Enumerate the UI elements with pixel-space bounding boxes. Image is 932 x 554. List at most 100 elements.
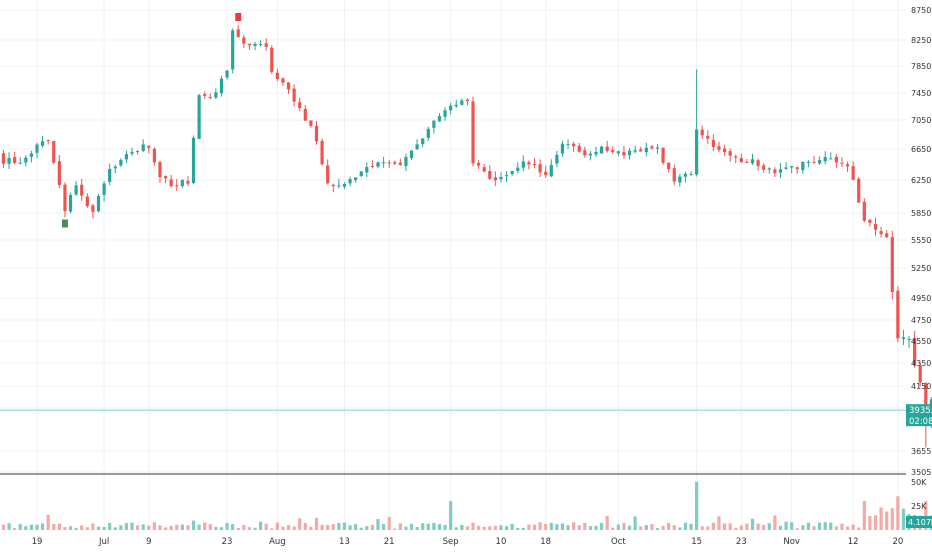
candle-body: [924, 383, 928, 425]
time-tick-label: 19: [32, 537, 43, 547]
candle-body: [750, 159, 755, 164]
volume-bar: [52, 524, 56, 530]
price-tick-label: 5550.0: [911, 236, 932, 245]
time-tick-label: Jul: [98, 537, 109, 547]
time-axis[interactable]: 19Jul923Aug1321Sep1018Oct1523Nov1220Dec: [32, 537, 932, 547]
volume-bar: [46, 514, 50, 530]
volume-bar: [286, 525, 291, 530]
volume-bar: [191, 520, 196, 530]
candle-body: [337, 185, 341, 187]
last-price-countdown: 02:08:02: [909, 417, 932, 427]
candle-body: [113, 166, 117, 169]
candle-body: [147, 145, 151, 148]
volume-bar: [885, 511, 889, 530]
price-tick-label: 5250.0: [911, 264, 932, 273]
candle-body: [359, 171, 363, 177]
candle-body: [124, 154, 129, 160]
volume-bar: [443, 524, 447, 530]
volume-bar: [309, 526, 313, 530]
candle-body: [91, 205, 95, 212]
candle-body: [622, 151, 626, 156]
candle-body: [354, 177, 358, 181]
swing-high-marker: [235, 13, 242, 21]
volume-bar: [275, 522, 279, 530]
volume-bar: [337, 523, 341, 530]
candle-body: [152, 148, 156, 163]
candle-body: [270, 47, 274, 72]
candle-body: [309, 120, 313, 126]
volume-bar: [130, 522, 134, 530]
candle-body: [599, 146, 604, 154]
volume-bar: [108, 522, 112, 530]
candle-body: [236, 29, 240, 38]
price-axis[interactable]: 8750.0 8250.0 7850.0 7450.0 7050.0 6650.0 6250…: [911, 6, 932, 477]
last-price-indicator: 3935.2 02:08:02: [0, 404, 932, 427]
candle-body: [225, 70, 229, 78]
candle-body: [259, 44, 263, 46]
volume-bar: [208, 524, 212, 530]
candle-body: [639, 149, 643, 152]
volume-bar: [68, 526, 73, 530]
candle-body: [790, 165, 794, 168]
candle-body: [1, 153, 6, 164]
last-volume-label-box: [906, 516, 932, 528]
volume-bar: [7, 523, 11, 530]
candle-body: [186, 180, 190, 184]
volume-bar: [13, 527, 17, 530]
volume-bar: [74, 527, 78, 530]
candle-body: [829, 158, 833, 160]
candle-body: [286, 82, 291, 90]
candle-body: [40, 141, 45, 146]
volume-axis[interactable]: 50K 25K: [911, 478, 927, 511]
volume-bar: [348, 525, 352, 530]
candle-body: [298, 102, 302, 109]
candle-body: [203, 94, 207, 96]
candle-body: [264, 43, 268, 47]
candle-body: [890, 237, 894, 293]
volume-bar: [1, 524, 6, 530]
volume-bar: [700, 526, 704, 530]
candle-body: [275, 72, 279, 80]
volume-bar: [91, 523, 95, 530]
volume-bar: [555, 524, 559, 530]
candle-body: [739, 158, 743, 163]
candle-body: [778, 169, 783, 173]
candle-body: [219, 78, 224, 94]
candle-body: [504, 175, 509, 177]
candle-body: [532, 164, 537, 166]
candle-body: [231, 30, 235, 70]
volume-bar: [611, 527, 615, 530]
volume-bar: [488, 526, 492, 530]
volume-bar: [225, 522, 229, 530]
last-volume-label: 4.107K: [908, 518, 932, 527]
candle-body: [437, 115, 442, 122]
candle-body: [683, 173, 688, 177]
volume-bar: [141, 524, 145, 530]
candle-body: [24, 157, 28, 163]
volume-bar: [231, 524, 235, 530]
time-tick-label: 9: [146, 537, 151, 547]
time-tick-label: Oct: [611, 537, 626, 547]
candle-body: [130, 151, 134, 154]
volume-bar: [857, 527, 861, 530]
volume-bar: [851, 524, 855, 530]
volume-bar: [510, 523, 514, 530]
volume-bar: [745, 523, 749, 530]
candle-body: [560, 143, 565, 154]
candle-body: [175, 185, 179, 187]
time-tick-label: 21: [384, 537, 395, 547]
candle-body: [879, 231, 883, 235]
volume-bar: [627, 525, 632, 530]
volume-bar: [845, 526, 850, 530]
volume-bar: [812, 526, 816, 530]
candle-body: [516, 167, 520, 171]
volume-bar: [862, 501, 866, 530]
volume-bar: [63, 527, 67, 530]
volume-bar: [728, 523, 732, 530]
volume-bar: [298, 518, 302, 530]
volume-bar: [544, 524, 548, 530]
volume-bar: [158, 525, 162, 530]
volume-bar: [499, 525, 503, 530]
